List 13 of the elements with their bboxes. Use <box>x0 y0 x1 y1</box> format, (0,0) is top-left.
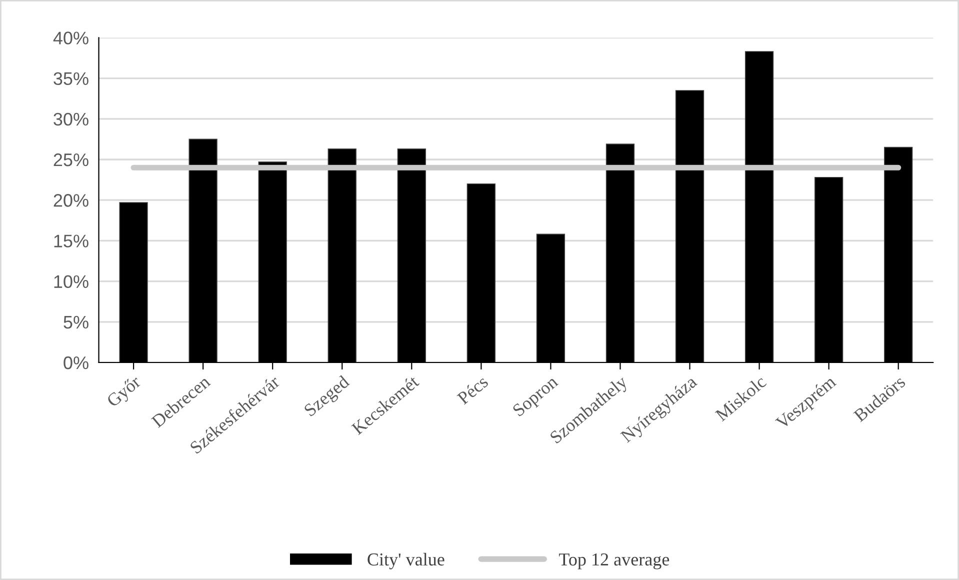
y-tick-label: 5% <box>64 316 88 329</box>
x-tick-label: Győr <box>106 374 144 410</box>
y-tick-label: 35% <box>54 72 88 86</box>
y-tick-label: 30% <box>54 112 88 126</box>
y-tick-label: 10% <box>54 275 88 288</box>
y-tick-label: 40% <box>53 32 88 44</box>
x-tick-label: Pécs <box>456 374 489 405</box>
legend-label: City' value <box>368 552 444 570</box>
y-tick-label: 15% <box>54 234 88 248</box>
y-tick-label: 20% <box>54 194 88 207</box>
y-tick-label: 0% <box>64 356 88 370</box>
legend-label: Top 12 average <box>558 553 670 570</box>
y-tick-label: 25% <box>54 153 88 166</box>
